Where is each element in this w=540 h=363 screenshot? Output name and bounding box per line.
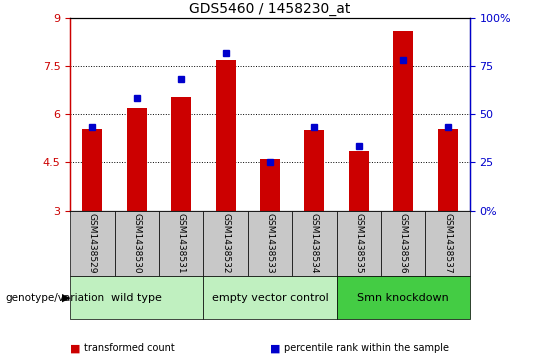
- Bar: [70, 211, 114, 276]
- Text: GSM1438530: GSM1438530: [132, 212, 141, 273]
- Title: GDS5460 / 1458230_at: GDS5460 / 1458230_at: [190, 2, 350, 16]
- Bar: [204, 276, 336, 319]
- Text: transformed count: transformed count: [84, 343, 174, 354]
- Bar: [70, 276, 204, 319]
- Bar: [381, 211, 426, 276]
- Text: GSM1438531: GSM1438531: [177, 212, 186, 273]
- Text: GSM1438533: GSM1438533: [266, 212, 274, 273]
- Bar: [171, 97, 191, 211]
- Bar: [437, 129, 457, 211]
- Bar: [292, 211, 336, 276]
- Text: GSM1438537: GSM1438537: [443, 212, 452, 273]
- Bar: [393, 31, 413, 211]
- Bar: [204, 211, 248, 276]
- Bar: [215, 60, 235, 211]
- Text: percentile rank within the sample: percentile rank within the sample: [284, 343, 449, 354]
- Bar: [349, 151, 369, 211]
- Text: GSM1438534: GSM1438534: [310, 212, 319, 273]
- Bar: [260, 159, 280, 211]
- Bar: [305, 130, 325, 211]
- Text: GSM1438536: GSM1438536: [399, 212, 408, 273]
- Bar: [127, 108, 147, 211]
- Bar: [248, 211, 292, 276]
- Text: GSM1438529: GSM1438529: [88, 212, 97, 273]
- Text: Smn knockdown: Smn knockdown: [357, 293, 449, 303]
- Bar: [336, 276, 470, 319]
- Text: ■: ■: [270, 343, 280, 354]
- Bar: [83, 129, 103, 211]
- Text: GSM1438535: GSM1438535: [354, 212, 363, 273]
- Bar: [336, 211, 381, 276]
- Text: empty vector control: empty vector control: [212, 293, 328, 303]
- Bar: [426, 211, 470, 276]
- Text: GSM1438532: GSM1438532: [221, 212, 230, 273]
- Text: wild type: wild type: [111, 293, 162, 303]
- Text: genotype/variation: genotype/variation: [5, 293, 105, 303]
- Text: ▶: ▶: [62, 293, 71, 303]
- Bar: [159, 211, 204, 276]
- Text: ■: ■: [70, 343, 80, 354]
- Bar: [114, 211, 159, 276]
